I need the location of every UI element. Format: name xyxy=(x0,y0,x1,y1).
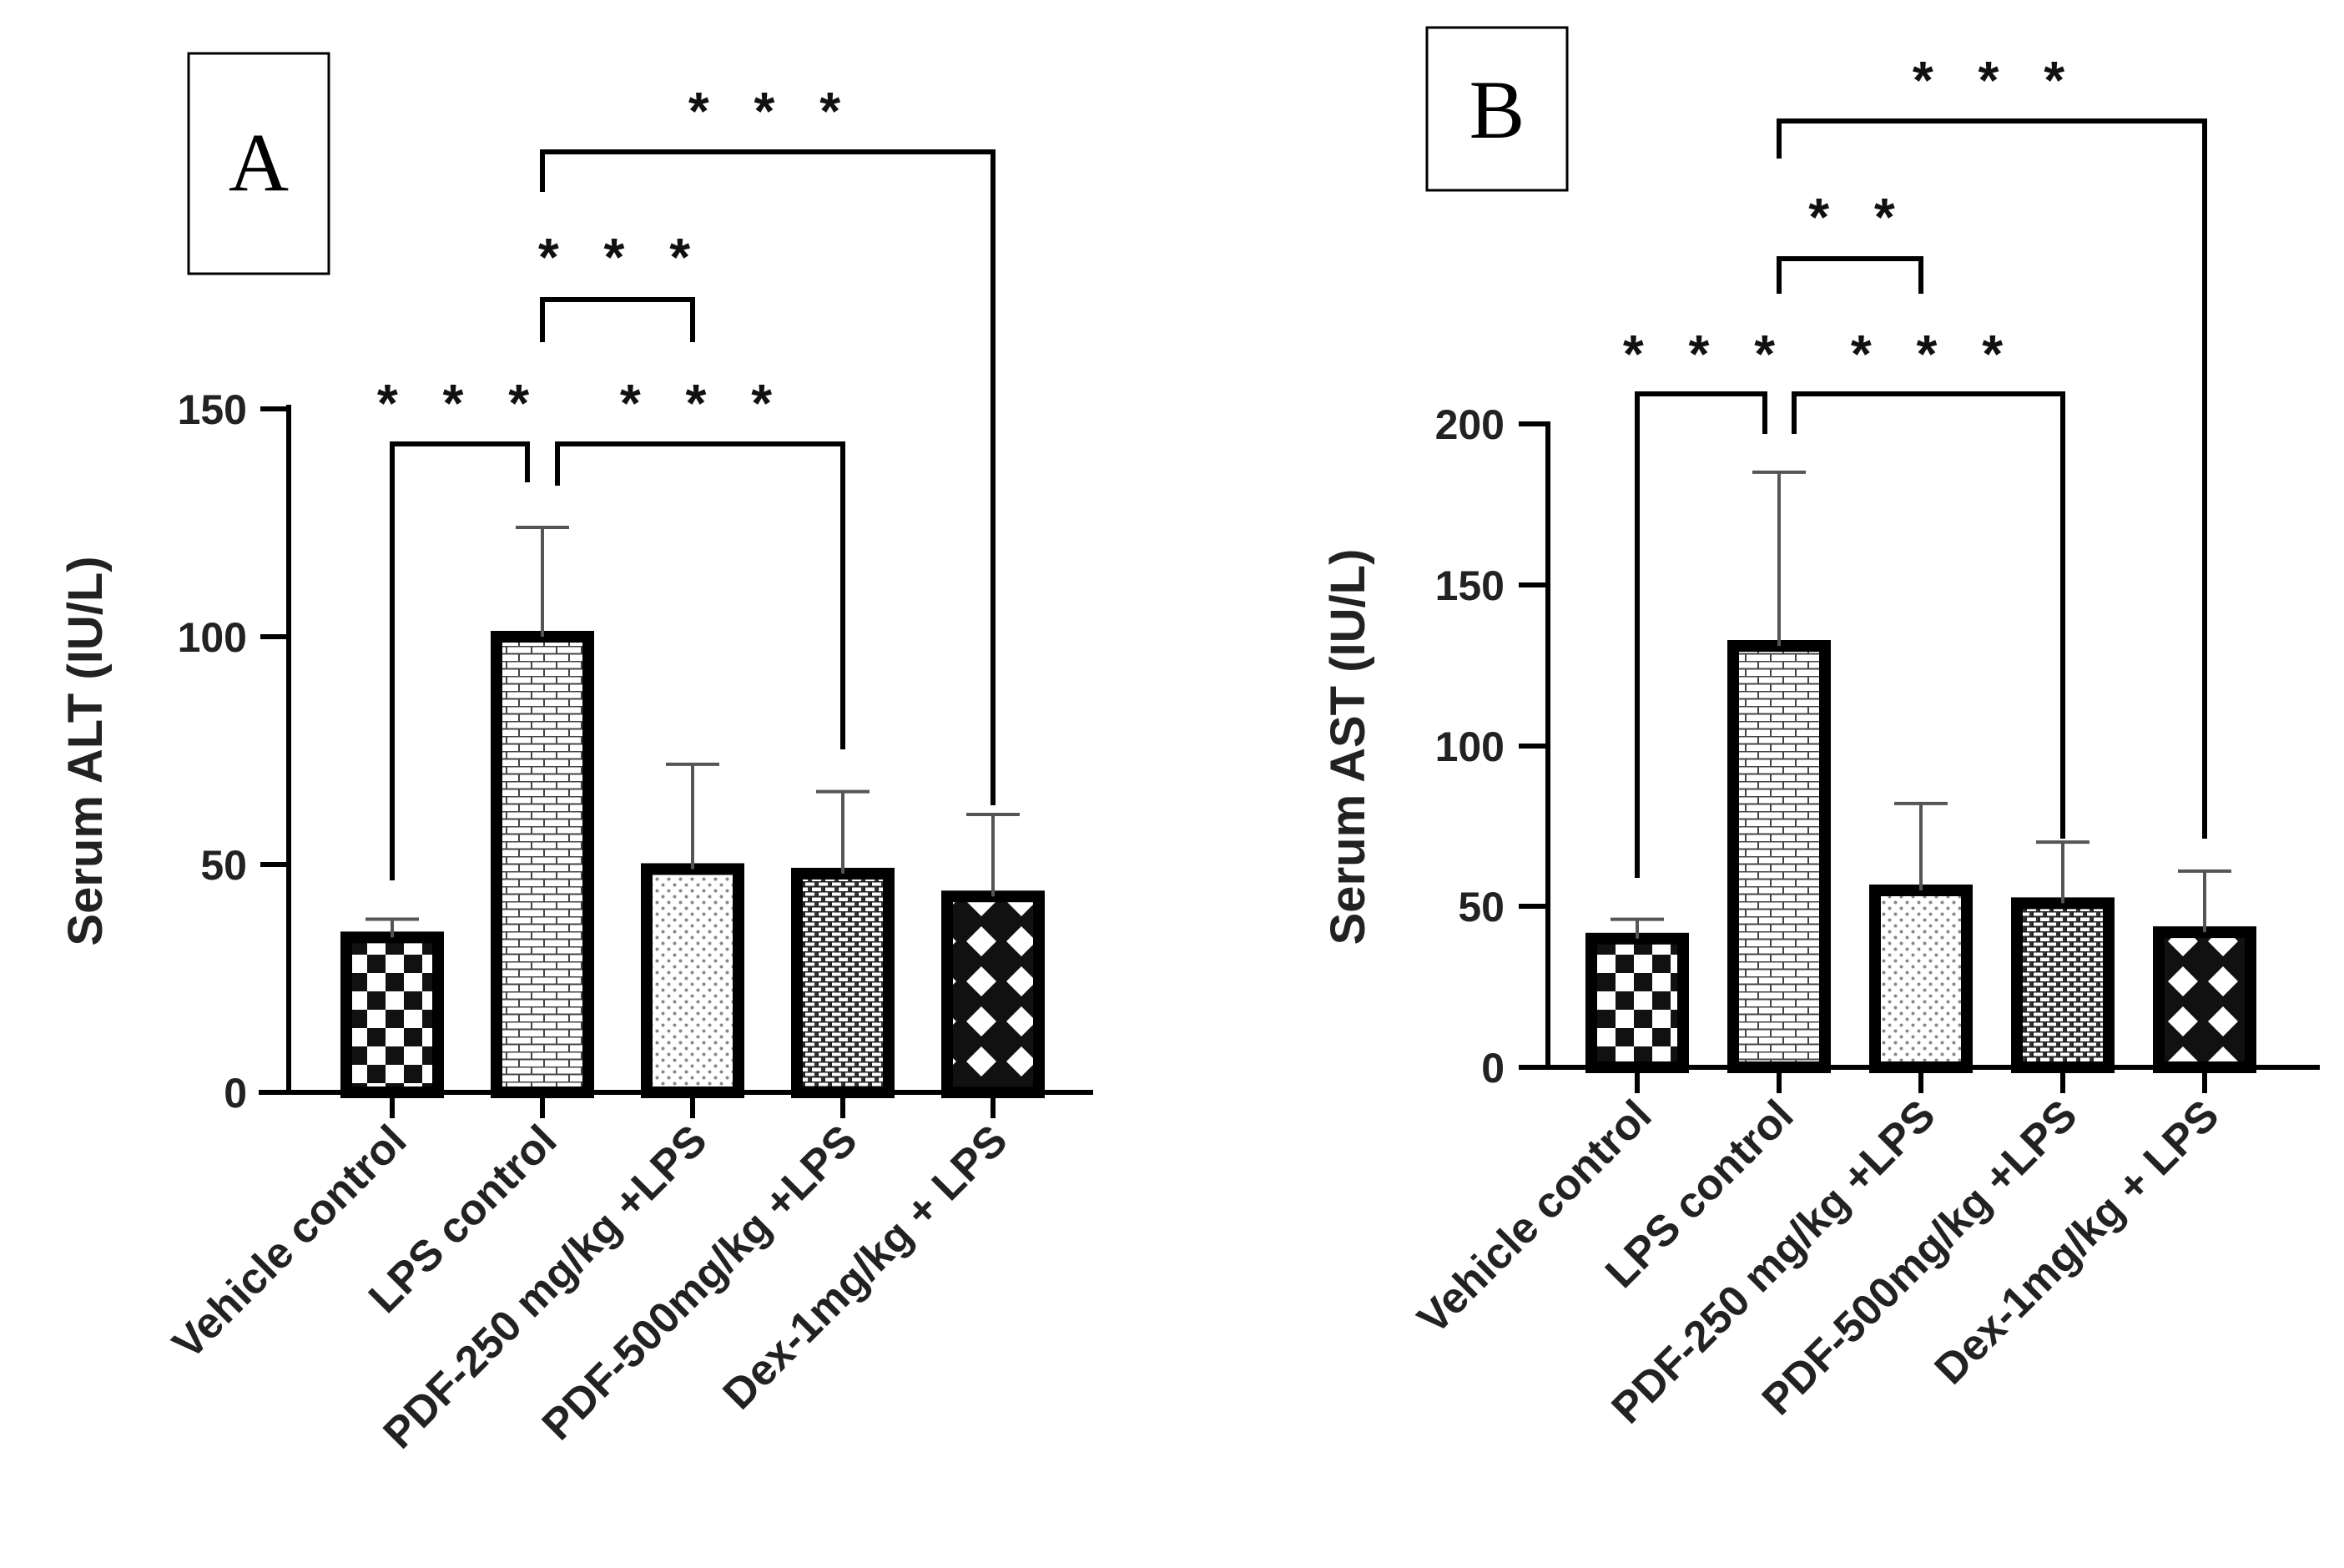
panel-b-ytick-label: 100 xyxy=(1435,723,1505,770)
panel-b-error-bar xyxy=(1611,917,1664,939)
panel-b-error-bar xyxy=(1894,801,1948,890)
panel-a-error-bars xyxy=(365,525,1020,938)
panel-a-category-labels: Vehicle control LPS control PDF-250 mg/k… xyxy=(164,1116,1017,1458)
panel-b-y-axis-title: Serum AST (IU/L) xyxy=(1321,549,1375,945)
panel-b-bar-pdf-500 xyxy=(2011,897,2115,1074)
panel-a-bar-pdf-250 xyxy=(641,863,744,1098)
panel-a-label-box xyxy=(187,52,330,275)
panel-a-ytick-label: 50 xyxy=(200,842,247,889)
panel-a-error-bar xyxy=(365,917,419,938)
panel-a-y-ticks: 0 50 100 150 xyxy=(178,386,289,1117)
panel-a-ytick-label: 0 xyxy=(224,1070,247,1117)
panel-a-error-bar xyxy=(966,812,1020,897)
panel-a-bar-dex xyxy=(941,890,1045,1098)
panel-a-sig-label: * * * xyxy=(538,227,705,287)
panel-b-error-bars xyxy=(1611,470,2231,939)
panel-a-bracket-lps-vs-pdf250 xyxy=(540,297,695,342)
panel-a-sig-label: * * * xyxy=(688,81,855,141)
panel-a-category-label: Vehicle control xyxy=(164,1116,416,1369)
panel-b-label-box xyxy=(1425,26,1569,192)
panel-a-bracket-lps-vs-pdf500 xyxy=(555,441,845,749)
panel-a-bar-lps-control xyxy=(491,631,594,1098)
panel-a-category-label: Dex-1mg/kg + LPS xyxy=(714,1116,1017,1419)
panel-b-ytick-label: 200 xyxy=(1435,401,1505,448)
panel-a-error-bar xyxy=(666,762,719,870)
panel-b-error-bar xyxy=(1752,470,1806,646)
panel-b: B Serum AST (IU/L) 0 50 100 150 200 xyxy=(1321,26,2320,1433)
panel-b-ytick-label: 0 xyxy=(1481,1045,1505,1092)
panel-b-label: B xyxy=(1469,63,1525,156)
panel-a: A Serum ALT (IU/L) 0 50 100 150 xyxy=(58,52,1093,1458)
panel-b-significance: * * * * * * * * * * * xyxy=(1623,50,2207,878)
panel-a-bracket-vehicle-vs-lps xyxy=(390,441,530,880)
panel-a-bar-vehicle-control xyxy=(340,931,444,1098)
panel-a-sig-label: * * * xyxy=(620,373,787,433)
panel-b-x-ticks xyxy=(1635,1067,2207,1093)
panel-b-bar-lps-control xyxy=(1727,639,1831,1073)
panel-b-sig-label: * * * xyxy=(1623,324,1790,384)
panel-a-x-ticks xyxy=(390,1092,996,1118)
panel-a-significance: * * * * * * * * * * * * xyxy=(377,81,996,880)
panel-b-category-labels: Vehicle control LPS control PDF-250 mg/k… xyxy=(1409,1091,2229,1433)
panel-b-ytick-label: 150 xyxy=(1435,562,1505,609)
panel-b-y-ticks: 0 50 100 150 200 xyxy=(1435,401,1548,1092)
panel-b-bar-pdf-250 xyxy=(1869,884,1973,1073)
panel-a-label: A xyxy=(229,116,289,209)
panel-b-bar-dex xyxy=(2153,926,2256,1073)
panel-b-category-label: Vehicle control xyxy=(1409,1091,1661,1344)
panel-b-bracket-lps-vs-dex xyxy=(1777,118,2207,839)
panel-a-y-axis-title: Serum ALT (IU/L) xyxy=(58,556,113,945)
panel-b-bar-vehicle-control xyxy=(1585,932,1689,1074)
panel-a-sig-label: * * * xyxy=(377,373,544,433)
panel-a-bar-pdf-500 xyxy=(791,867,895,1099)
panel-b-sig-label: * * * xyxy=(1913,50,2079,110)
panel-b-error-bar xyxy=(2036,840,2089,904)
panel-a-ytick-label: 150 xyxy=(178,386,247,433)
panel-b-bars xyxy=(1585,639,2256,1074)
panel-b-error-bar xyxy=(2178,869,2231,933)
panel-a-error-bar xyxy=(816,789,870,874)
panel-b-sig-label: * * * xyxy=(1851,324,2018,384)
panel-b-bracket-lps-vs-pdf250 xyxy=(1777,256,1923,294)
panel-b-category-label: Dex-1mg/kg + LPS xyxy=(1926,1091,2229,1394)
panel-a-bracket-lps-vs-dex xyxy=(540,149,996,805)
panel-a-ytick-label: 100 xyxy=(178,614,247,661)
panel-a-error-bar xyxy=(516,525,569,637)
panel-b-bracket-vehicle-vs-lps xyxy=(1635,391,1767,878)
panel-b-sig-label: * * xyxy=(1808,187,1910,247)
panel-b-ytick-label: 50 xyxy=(1458,884,1505,930)
panel-b-bracket-lps-vs-pdf500 xyxy=(1792,391,2065,839)
